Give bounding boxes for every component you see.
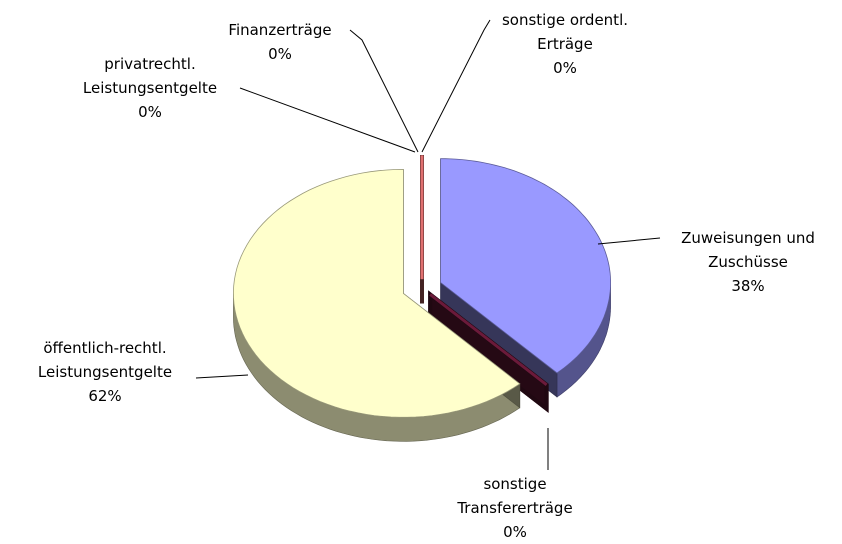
value-label: 0% — [268, 45, 292, 63]
category-label: sonstige ordentl. Erträge — [501, 11, 629, 53]
category-label: privatrechtl. Leistungsentgelte — [82, 55, 218, 97]
value-label: 0% — [138, 103, 162, 121]
data-label: sonstige ordentl. Erträge 0% — [488, 8, 643, 80]
leader-line — [421, 19, 491, 153]
leader-line — [239, 87, 416, 153]
slice — [232, 168, 521, 418]
data-label: sonstige Transfererträge 0% — [445, 472, 585, 544]
value-label: 62% — [88, 387, 122, 405]
leader-line — [195, 374, 249, 379]
value-label: 38% — [731, 277, 765, 295]
value-label: 0% — [553, 59, 577, 77]
data-label: privatrechtl. Leistungsentgelte 0% — [65, 52, 235, 124]
category-label: öffentlich-rechtl. Leistungsentgelte — [37, 339, 173, 381]
slice — [429, 293, 548, 386]
data-label: öffentlich-rechtl. Leistungsentgelte 62% — [8, 336, 203, 408]
value-label: 0% — [503, 523, 527, 541]
leader-line — [597, 237, 661, 245]
category-label: Zuweisungen und Zuschüsse — [681, 229, 815, 271]
leader-line — [349, 29, 419, 153]
category-label: Finanzerträge — [228, 21, 332, 39]
data-label: Zuweisungen und Zuschüsse 38% — [661, 226, 836, 298]
slice — [440, 158, 611, 374]
category-label: sonstige Transfererträge — [457, 475, 573, 517]
data-label: Finanzerträge 0% — [205, 18, 355, 66]
